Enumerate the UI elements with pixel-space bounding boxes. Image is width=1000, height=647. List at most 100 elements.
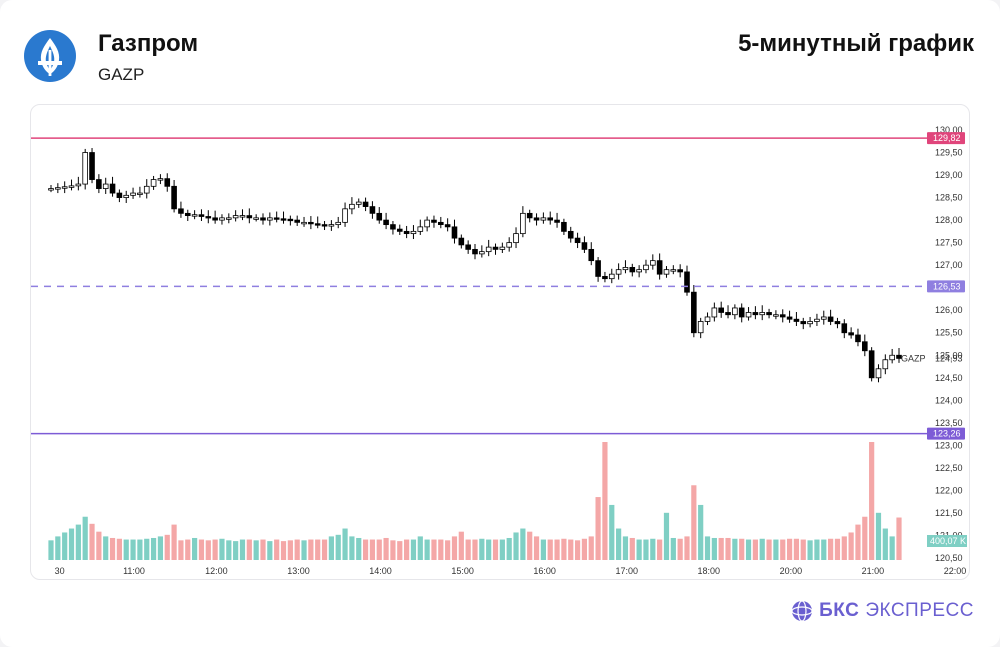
volume-bar <box>869 442 875 560</box>
volume-bar <box>301 540 307 560</box>
volume-bar <box>445 540 451 560</box>
volume-bar <box>150 537 157 560</box>
candle-body <box>513 233 519 244</box>
volume-bar <box>349 536 355 560</box>
candle-body <box>608 273 615 280</box>
volume-bar <box>226 540 232 560</box>
candle-body <box>294 219 300 223</box>
candle-body <box>862 341 868 352</box>
volume-bar <box>438 539 444 560</box>
candle-body <box>855 334 861 343</box>
volume-bar <box>499 539 505 560</box>
candle-body <box>588 248 595 262</box>
volume-bar <box>260 539 266 560</box>
volume-bar <box>588 536 594 560</box>
chart-panel[interactable]: 130,00 129,50 129,00 128,50 128,00 127,50 127,… <box>30 104 970 580</box>
x-tick-label: 17:00 <box>615 566 638 576</box>
volume-bar <box>889 536 895 560</box>
candle-body <box>458 237 465 246</box>
x-tick-label: 16:00 <box>533 566 556 576</box>
candle-body <box>301 221 307 225</box>
candle-body <box>280 218 287 221</box>
volume-bar <box>650 538 656 560</box>
candle-body <box>848 332 854 336</box>
candle-body <box>622 267 629 271</box>
volume-bar <box>547 539 553 560</box>
candle-body <box>540 217 547 221</box>
candle-body <box>198 214 205 217</box>
candle-body <box>752 312 759 316</box>
x-tick-label: 12:00 <box>205 566 228 576</box>
volume-bar <box>568 539 574 560</box>
candle-body <box>479 251 485 255</box>
volume-bar <box>239 539 246 560</box>
candle-body <box>841 323 848 334</box>
candle-body <box>745 312 752 318</box>
volume-bar <box>486 539 492 560</box>
volume-bar <box>595 497 601 560</box>
candle-body <box>102 183 109 189</box>
volume-bar <box>410 539 417 560</box>
candle-body <box>137 192 143 195</box>
volume-bar <box>520 528 526 560</box>
volume-bar <box>267 541 273 560</box>
candle-body <box>779 314 786 318</box>
candle-body <box>287 218 294 222</box>
candle-body <box>191 214 198 217</box>
candle-body <box>766 312 772 316</box>
candle-body <box>130 192 136 196</box>
candle-body <box>178 208 184 214</box>
volume-bar <box>711 537 717 560</box>
volume-bar <box>185 539 191 560</box>
brand-name-bold: БКС <box>819 600 860 621</box>
volume-bar <box>89 523 95 560</box>
candle-body <box>643 264 649 271</box>
volume-bar <box>212 539 218 560</box>
candle-body <box>834 321 841 325</box>
candle-body <box>253 217 259 220</box>
x-tick-label: 11:00 <box>123 566 145 576</box>
volume-bar <box>540 539 546 560</box>
volume-bar <box>629 537 635 560</box>
volume-bar <box>280 541 287 560</box>
candlestick-chart[interactable]: 130,00 129,50 129,00 128,50 128,00 127,50 127,… <box>31 105 969 579</box>
volume-bar <box>294 539 300 560</box>
y-tick-label: 122,50 <box>935 463 963 473</box>
volume-bar <box>137 539 143 560</box>
candle-body <box>226 217 232 220</box>
volume-bar <box>855 524 861 560</box>
volume-bar <box>342 528 348 560</box>
volume-bar <box>164 534 170 560</box>
volume-bar <box>390 540 396 560</box>
candle-body <box>465 244 471 250</box>
candle-body <box>239 215 246 218</box>
y-tick-label: 124,00 <box>935 395 963 405</box>
price-level-label: 129,82 <box>933 133 961 143</box>
candle-body <box>417 226 424 232</box>
candle-body <box>889 354 895 361</box>
volume-bar <box>96 531 102 560</box>
candle-body <box>773 314 779 317</box>
candle-body <box>376 212 383 221</box>
candle-body <box>123 194 130 198</box>
candle-body <box>533 217 540 221</box>
candle-body <box>670 269 677 272</box>
candle-body <box>82 152 88 185</box>
chart-title: 5-минутный график <box>738 30 974 57</box>
candle-body <box>882 359 889 370</box>
y-tick-label: 121,50 <box>935 508 963 518</box>
volume-bar <box>362 539 369 560</box>
candle-body <box>164 178 171 187</box>
x-tick-label: 14:00 <box>369 566 392 576</box>
candle-body <box>636 269 642 273</box>
candle-body <box>143 185 150 194</box>
volume-bar <box>766 539 772 560</box>
volume-bar <box>376 539 382 560</box>
volume-bar <box>48 540 54 560</box>
volume-bar <box>431 539 437 560</box>
x-tick-label: 21:00 <box>862 566 885 576</box>
candle-body <box>896 354 902 359</box>
candle-body <box>492 246 499 250</box>
volume-bar <box>287 540 293 560</box>
x-tick-label: 13:00 <box>287 566 310 576</box>
